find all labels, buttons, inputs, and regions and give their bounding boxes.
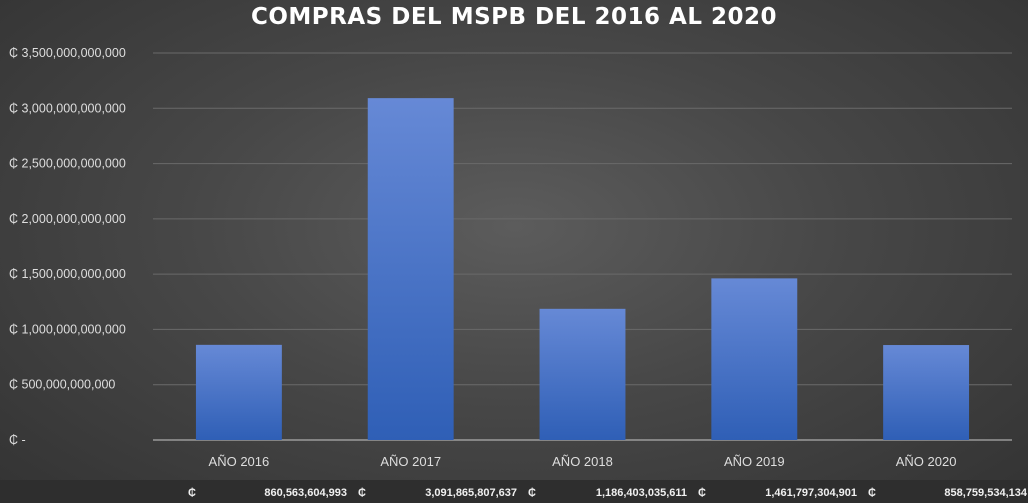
- y-tick-label: ₵ 1,500,000,000,000: [9, 267, 126, 281]
- data-table-value: 858,759,534,134: [944, 487, 1027, 499]
- currency-symbol: ₵: [358, 487, 366, 499]
- currency-symbol: ₵: [188, 487, 196, 499]
- chart-title: COMPRAS DEL MSPB DEL 2016 AL 2020: [250, 4, 778, 30]
- x-tick-label: AÑO 2016: [209, 454, 270, 469]
- y-tick-label: ₵ 500,000,000,000: [9, 378, 115, 392]
- data-table-value: 1,186,403,035,611: [596, 487, 687, 499]
- data-table-row: [0, 480, 1028, 503]
- y-tick-label: ₵ 1,000,000,000,000: [9, 322, 126, 336]
- currency-symbol: ₵: [698, 487, 706, 499]
- y-tick-label: ₵ -: [9, 433, 26, 447]
- bar: [367, 98, 454, 440]
- currency-symbol: ₵: [528, 487, 536, 499]
- data-table-value: 1,461,797,304,901: [765, 487, 857, 499]
- data-table-value: 3,091,865,807,637: [425, 487, 517, 499]
- data-table-value: 860,563,604,993: [264, 487, 347, 499]
- x-tick-label: AÑO 2019: [724, 454, 785, 469]
- bar: [711, 278, 798, 440]
- bar: [539, 308, 626, 440]
- y-tick-label: ₵ 2,000,000,000,000: [9, 212, 126, 226]
- currency-symbol: ₵: [868, 487, 876, 499]
- y-tick-label: ₵ 3,500,000,000,000: [9, 46, 126, 60]
- x-tick-label: AÑO 2017: [380, 454, 441, 469]
- y-tick-label: ₵ 2,500,000,000,000: [9, 157, 126, 171]
- bar: [883, 345, 970, 440]
- x-tick-label: AÑO 2018: [552, 454, 613, 469]
- y-tick-label: ₵ 3,000,000,000,000: [9, 101, 126, 115]
- x-tick-label: AÑO 2020: [896, 454, 957, 469]
- bar: [195, 344, 282, 440]
